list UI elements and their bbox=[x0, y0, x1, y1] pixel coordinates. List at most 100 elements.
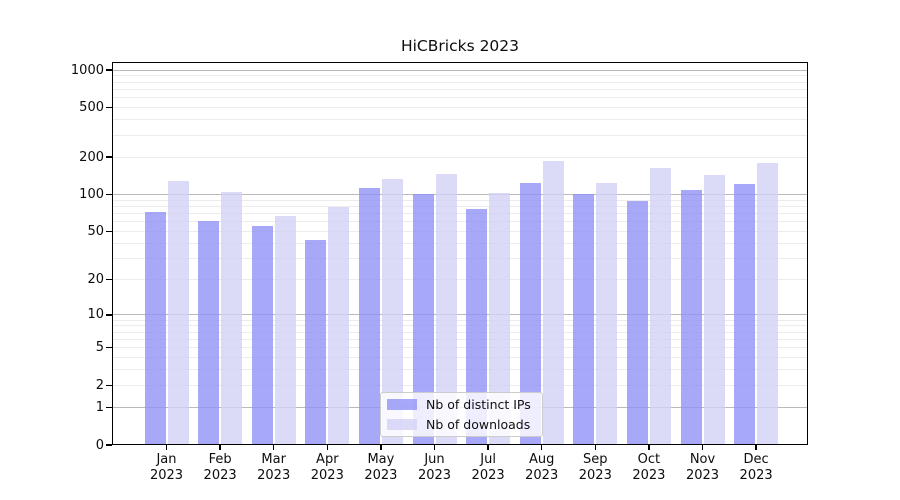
x-tick-label: Jun 2023 bbox=[399, 452, 471, 484]
x-tick-month: Nov bbox=[689, 452, 716, 467]
bar-downloads-apr bbox=[328, 207, 350, 445]
bar-distinct-ips-apr bbox=[305, 239, 327, 445]
x-tick-year: 2023 bbox=[310, 468, 344, 483]
legend-item-downloads: Nb of downloads bbox=[387, 416, 536, 433]
minor-gridline bbox=[113, 119, 807, 121]
x-tick-year: 2023 bbox=[149, 468, 184, 483]
y-tick-label: 200 bbox=[79, 149, 104, 165]
x-tick-month: Oct bbox=[637, 452, 661, 467]
y-tick-mark bbox=[106, 156, 112, 158]
x-tick-label: Nov 2023 bbox=[667, 452, 739, 484]
x-tick-label: May 2023 bbox=[345, 452, 417, 484]
x-tick-year: 2023 bbox=[632, 468, 666, 483]
minor-gridline bbox=[113, 107, 807, 109]
x-tick-mark bbox=[755, 445, 757, 450]
x-tick-label: Mar 2023 bbox=[238, 452, 310, 484]
y-tick-mark bbox=[106, 106, 112, 109]
x-tick-month: Sep bbox=[583, 452, 608, 467]
minor-gridline bbox=[113, 384, 807, 386]
y-tick-mark bbox=[106, 69, 112, 71]
x-tick-mark bbox=[273, 445, 275, 450]
y-tick-mark bbox=[106, 347, 112, 349]
y-tick-mark bbox=[106, 314, 112, 316]
legend-label-distinct-ips: Nb of distinct IPs bbox=[426, 397, 531, 412]
x-tick-mark bbox=[433, 445, 436, 450]
x-tick-year: 2023 bbox=[578, 468, 612, 483]
bar-downloads-nov bbox=[703, 175, 725, 445]
y-tick-label: 10 bbox=[87, 307, 104, 323]
x-tick-mark bbox=[594, 445, 596, 450]
minor-gridline bbox=[113, 75, 807, 77]
x-tick-label: Sep 2023 bbox=[559, 452, 631, 484]
chart-title: HiCBricks 2023 bbox=[400, 37, 520, 55]
x-tick-year: 2023 bbox=[471, 468, 505, 483]
x-tick-label: Jan 2023 bbox=[131, 452, 203, 484]
x-tick-year: 2023 bbox=[739, 468, 773, 483]
minor-gridline bbox=[113, 156, 807, 158]
legend-swatch-downloads bbox=[387, 419, 417, 430]
minor-gridline bbox=[113, 205, 807, 207]
bar-downloads-sep bbox=[596, 182, 618, 445]
bar-downloads-jan bbox=[167, 181, 189, 445]
x-tick-year: 2023 bbox=[417, 468, 452, 483]
x-tick-label: Oct 2023 bbox=[613, 452, 685, 484]
minor-gridline bbox=[113, 369, 807, 371]
y-tick-label: 0 bbox=[95, 437, 104, 453]
x-tick-year: 2023 bbox=[685, 468, 720, 483]
bar-downloads-mar bbox=[274, 215, 296, 445]
x-tick-month: Jan bbox=[156, 452, 177, 467]
x-tick-month: Jun bbox=[424, 452, 445, 467]
legend-label-downloads: Nb of downloads bbox=[426, 417, 531, 432]
bar-distinct-ips-may bbox=[358, 187, 380, 445]
x-tick-month: May bbox=[367, 452, 395, 467]
minor-gridline bbox=[113, 338, 807, 340]
legend-swatch-distinct-ips bbox=[387, 399, 417, 410]
x-tick-mark bbox=[380, 445, 382, 450]
minor-gridline bbox=[113, 231, 807, 233]
x-tick-label: Feb 2023 bbox=[184, 452, 256, 484]
bar-downloads-oct bbox=[649, 168, 671, 445]
major-gridline bbox=[113, 314, 807, 316]
x-tick-year: 2023 bbox=[203, 468, 237, 483]
x-tick-month: Apr bbox=[316, 452, 339, 467]
y-tick-mark bbox=[106, 444, 112, 446]
y-tick-mark bbox=[106, 279, 112, 281]
y-tick-mark bbox=[106, 230, 112, 233]
legend: Nb of distinct IPs Nb of downloads bbox=[380, 392, 543, 437]
minor-gridline bbox=[113, 199, 807, 201]
bar-downloads-aug bbox=[542, 160, 564, 445]
x-tick-month: Aug bbox=[528, 452, 555, 467]
y-tick-mark bbox=[106, 406, 112, 409]
minor-gridline bbox=[113, 331, 807, 333]
minor-gridline bbox=[113, 242, 807, 244]
y-tick-label: 1 bbox=[95, 399, 104, 415]
bar-distinct-ips-jan bbox=[144, 212, 166, 445]
minor-gridline bbox=[113, 81, 807, 83]
y-tick-label: 5 bbox=[95, 340, 104, 356]
y-tick-label: 20 bbox=[87, 272, 104, 288]
plot-border bbox=[112, 62, 808, 445]
minor-gridline bbox=[113, 88, 807, 90]
minor-gridline bbox=[113, 325, 807, 327]
x-tick-mark bbox=[219, 445, 221, 450]
minor-gridline bbox=[113, 347, 807, 349]
legend-item-distinct-ips: Nb of distinct IPs bbox=[387, 396, 536, 413]
bar-distinct-ips-feb bbox=[198, 220, 220, 445]
minor-gridline bbox=[113, 319, 807, 321]
y-tick-label: 2 bbox=[95, 377, 104, 393]
x-tick-mark bbox=[487, 445, 489, 450]
y-tick-mark bbox=[106, 384, 112, 387]
minor-gridline bbox=[113, 221, 807, 223]
x-tick-year: 2023 bbox=[525, 468, 559, 483]
x-tick-label: Apr 2023 bbox=[291, 452, 363, 484]
minor-gridline bbox=[113, 279, 807, 281]
major-gridline bbox=[113, 193, 807, 195]
x-tick-mark bbox=[165, 445, 168, 450]
y-tick-label: 100 bbox=[79, 186, 104, 202]
x-tick-mark bbox=[701, 445, 704, 450]
minor-gridline bbox=[113, 258, 807, 260]
x-tick-mark bbox=[648, 445, 650, 450]
x-tick-label: Dec 2023 bbox=[720, 452, 792, 484]
x-tick-mark bbox=[326, 445, 328, 450]
bar-distinct-ips-dec bbox=[734, 184, 756, 445]
